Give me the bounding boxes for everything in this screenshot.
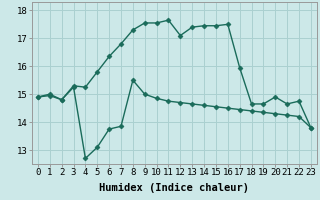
X-axis label: Humidex (Indice chaleur): Humidex (Indice chaleur) — [100, 183, 249, 193]
